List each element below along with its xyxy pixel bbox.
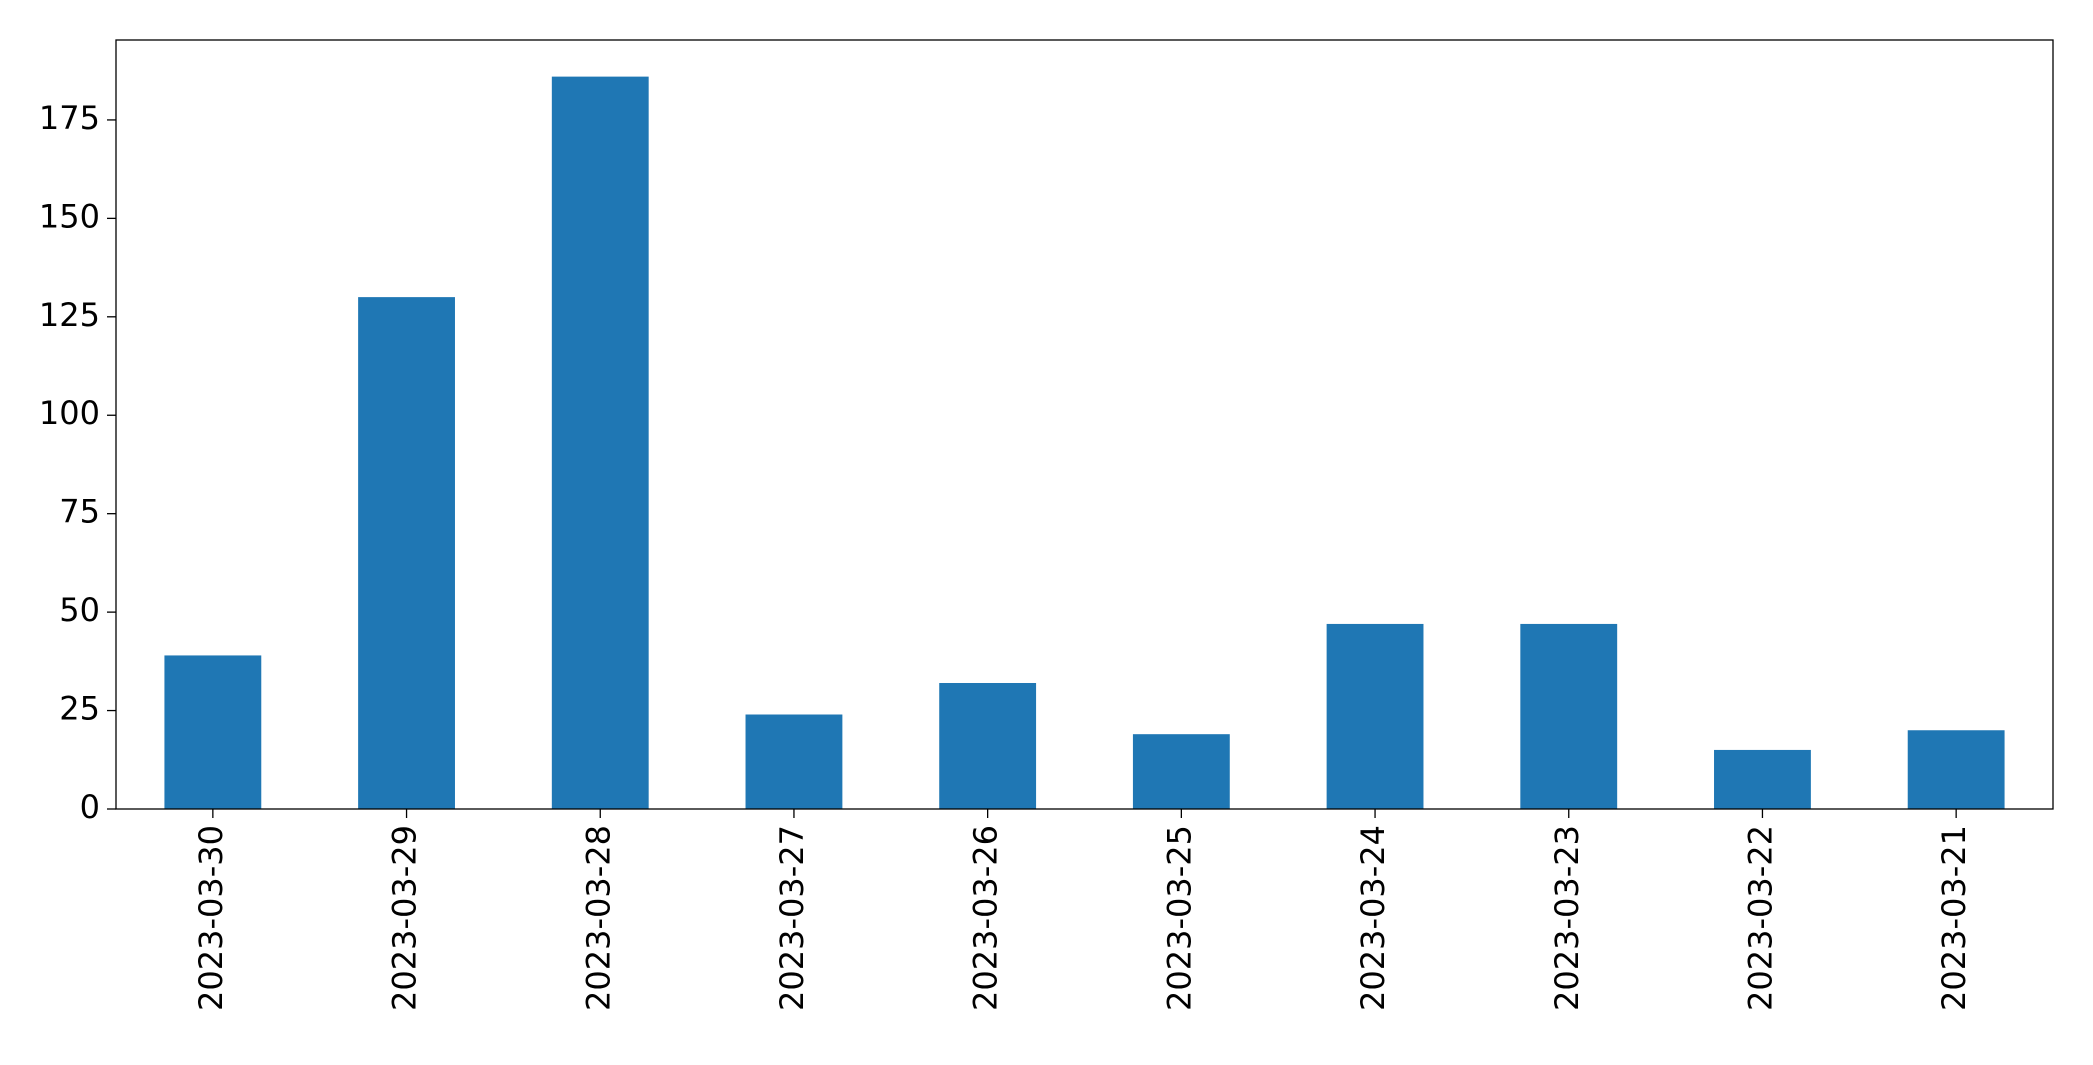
x-tick-label: 2023-03-25 <box>1160 825 1198 1011</box>
bar <box>1714 749 1811 809</box>
x-tick-label: 2023-03-22 <box>1741 825 1779 1011</box>
y-tick-label: 150 <box>39 197 100 235</box>
bar <box>551 76 649 810</box>
y-tick-label: 175 <box>39 99 100 137</box>
bar <box>358 297 455 809</box>
x-tick-label: 2023-03-28 <box>579 825 617 1011</box>
x-tick-label: 2023-03-26 <box>967 825 1005 1011</box>
y-tick-label: 75 <box>59 493 100 531</box>
x-tick-label: 2023-03-27 <box>773 825 811 1011</box>
x-tick-label: 2023-03-21 <box>1935 825 1973 1011</box>
x-tick-label: 2023-03-23 <box>1548 825 1586 1011</box>
bar <box>1520 623 1618 809</box>
x-tick-label: 2023-03-24 <box>1354 825 1392 1011</box>
y-tick-label: 50 <box>59 591 100 629</box>
y-tick-label: 25 <box>59 690 100 728</box>
bar <box>1326 623 1424 809</box>
plot-frame <box>115 39 2054 810</box>
y-tick-label: 125 <box>39 296 100 334</box>
bar <box>1132 734 1230 809</box>
x-tick-label: 2023-03-30 <box>192 825 230 1011</box>
bar <box>745 714 843 809</box>
bar <box>164 655 262 809</box>
y-tick-label: 100 <box>39 394 100 432</box>
bar <box>939 682 1037 809</box>
y-tick-label: 0 <box>80 788 100 826</box>
bar <box>1907 730 2005 809</box>
x-tick-label: 2023-03-29 <box>386 825 424 1011</box>
